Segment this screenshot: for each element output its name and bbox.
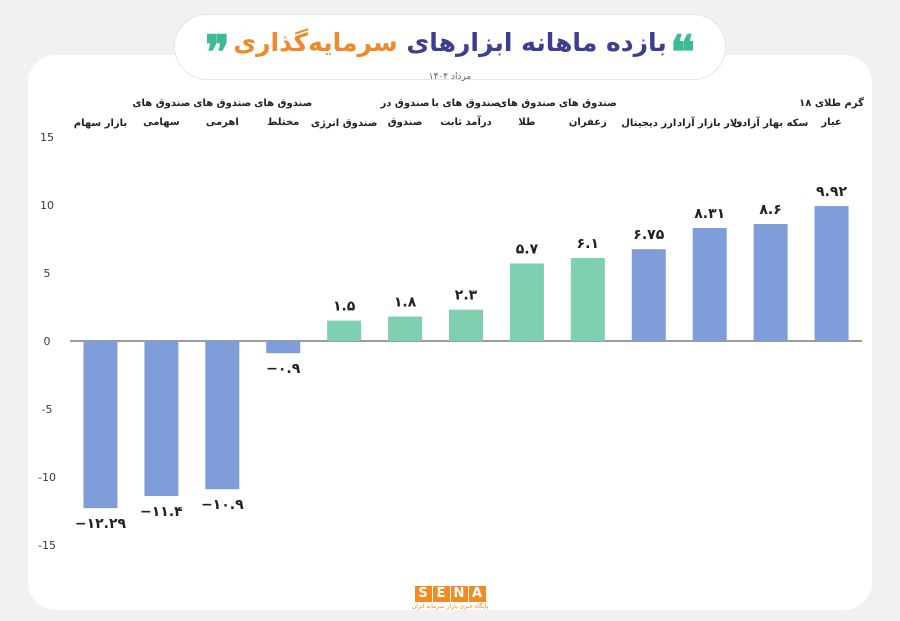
bar [144, 341, 179, 497]
category-label: عیار [820, 117, 841, 128]
logo-letter: A [468, 586, 486, 602]
data-label: ۵.۷ [516, 241, 539, 257]
logo-letter: N [450, 586, 468, 602]
data-label: −۱۱.۴ [140, 504, 183, 520]
data-label: ۹.۹۲ [816, 184, 847, 200]
data-label: ۸.۳۱ [694, 206, 725, 222]
category-label: صندوق انرژی [311, 118, 377, 129]
bar [692, 227, 727, 341]
category-label: صندوق های [559, 98, 617, 109]
bar [388, 316, 423, 341]
data-label: −۰.۹ [266, 361, 301, 377]
category-label: صندوق های [132, 98, 190, 109]
bar [570, 258, 605, 341]
y-tick-label: 0 [44, 335, 51, 348]
title-part1: بازده ماهانه ابزارهای [406, 28, 667, 57]
category-label: سکه بهار آزادی [733, 116, 809, 129]
subtitle: مرداد ۱۴۰۴ [428, 72, 472, 82]
title-part2: سرمایه‌گذاری [233, 28, 398, 57]
quote-close-icon: ❝ [670, 25, 695, 79]
bar [205, 341, 240, 490]
category-label: درآمد ثابت [440, 115, 492, 128]
logo-letter: E [432, 586, 450, 602]
category-label: صندوق در [380, 98, 430, 109]
page-title: بازده ماهانه ابزارهای سرمایه‌گذاری [175, 28, 725, 57]
bar [814, 206, 849, 341]
bar [327, 320, 362, 341]
category-label: صندوق های با [431, 98, 500, 109]
category-label: گرم طلای ۱۸ [799, 96, 864, 109]
data-label: ۸.۶ [759, 202, 781, 218]
quote-open-icon: ❞ [205, 25, 230, 79]
data-label: ۲.۳ [455, 288, 478, 304]
y-tick-label: -5 [42, 403, 53, 416]
data-label: −۱۰.۹ [201, 497, 244, 513]
logo-tagline: پایگاه خبری بازار سرمایه ایران [411, 603, 489, 610]
category-label: دلار بازار آزاد [677, 116, 743, 129]
category-label: صندوق های [254, 98, 312, 109]
logo-letter: S [414, 586, 432, 602]
bar [631, 249, 666, 341]
data-label: ۶.۱ [577, 236, 599, 252]
category-label: صندوق های [498, 98, 556, 109]
category-label: ارز دیجیتال [621, 118, 676, 129]
y-tick-label: 5 [44, 267, 51, 280]
data-label: −۱۲.۲۹ [75, 516, 127, 532]
category-label: سهامی [143, 117, 180, 128]
bar [449, 309, 483, 341]
y-tick-label: -10 [38, 471, 56, 484]
y-tick-label: 15 [40, 131, 54, 144]
bar [753, 224, 788, 341]
data-label: ۱.۸ [394, 295, 417, 311]
bar [266, 341, 301, 354]
category-label: طلا [518, 117, 535, 128]
data-label: ۶.۷۵ [633, 227, 664, 243]
category-label: مختلط [267, 117, 299, 128]
y-tick-label: 10 [40, 199, 54, 212]
bar [83, 341, 118, 509]
y-tick-label: -15 [38, 539, 56, 552]
data-label: ۱.۵ [333, 299, 356, 315]
category-label: زعفران [569, 117, 607, 128]
category-label: صندوق های [193, 98, 251, 109]
category-label: بازار سهام [74, 118, 127, 129]
title-pill: ❞ بازده ماهانه ابزارهای سرمایه‌گذاری ❝ [175, 15, 725, 79]
category-label: صندوق [388, 117, 423, 128]
bar [509, 263, 544, 341]
category-label: اهرمی [206, 117, 239, 128]
